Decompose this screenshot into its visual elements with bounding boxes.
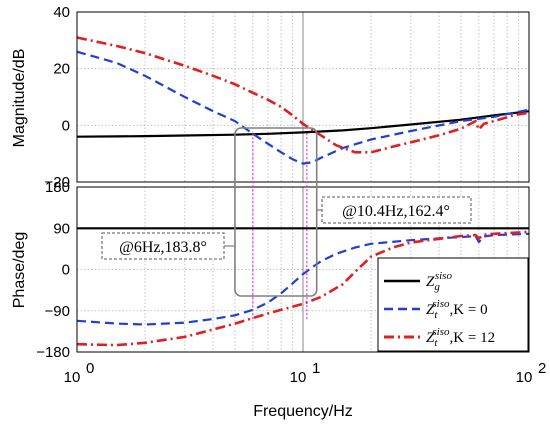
legend-label-zg: Zgsiso [426, 270, 452, 293]
magnitude-ylabel: Magnitude/dB [11, 49, 28, 148]
y-tick-label: 20 [53, 61, 70, 78]
series-line-zt0 [77, 50, 529, 165]
series-line-zt12 [77, 36, 529, 154]
legend-label-zt12: Ztsiso,K = 12 [426, 326, 495, 349]
crossing-bracket [234, 127, 318, 297]
y-tick-label: −180 [36, 344, 70, 361]
y-tick-label: 40 [53, 4, 70, 21]
x-tick-label: 10 [64, 369, 81, 386]
x-tick-exponent: 2 [538, 360, 546, 377]
legend-label-zt0: Ztsiso,K = 0 [426, 298, 488, 321]
y-tick-label: −90 [45, 303, 70, 320]
x-tick-exponent: 0 [86, 360, 94, 377]
annotation-10hz-text: @10.4Hz,162.4° [342, 203, 450, 220]
annotation-6hz: @6Hz,183.8° [101, 232, 225, 260]
phase-ticks: 180 90 0 −90 −180 [36, 179, 70, 361]
x-tick-exponent: 1 [312, 360, 320, 377]
magnitude-ticks: 40 20 0 −20 [45, 4, 70, 191]
x-tick-label: 10 [290, 369, 307, 386]
phase-ylabel: Phase/deg [11, 232, 28, 309]
y-tick-label: 0 [62, 117, 70, 134]
annotation-6hz-text: @6Hz,183.8° [119, 239, 207, 256]
annotation-10hz: @10.4Hz,162.4° [321, 196, 472, 224]
y-tick-label: 180 [45, 179, 70, 196]
magnitude-frame [76, 11, 530, 183]
crossing-markers [224, 127, 322, 321]
phase-frame [76, 186, 530, 353]
x-tick-labels: 10 0 10 1 10 2 [64, 360, 547, 386]
magnitude-series [77, 36, 529, 165]
y-tick-label: 90 [53, 220, 70, 237]
y-tick-label: 0 [62, 262, 70, 279]
x-tick-label: 10 [516, 369, 533, 386]
x-axis-label: Frequency/Hz [253, 403, 353, 420]
series-line-zg [77, 110, 529, 138]
series-line-zt12 [77, 230, 529, 347]
magnitude-grid [77, 12, 529, 182]
y-tick-label: −20 [45, 174, 70, 191]
legend-box [377, 257, 529, 352]
legend: Zgsiso Ztsiso,K = 0 Ztsiso,K = 12 [377, 257, 529, 352]
